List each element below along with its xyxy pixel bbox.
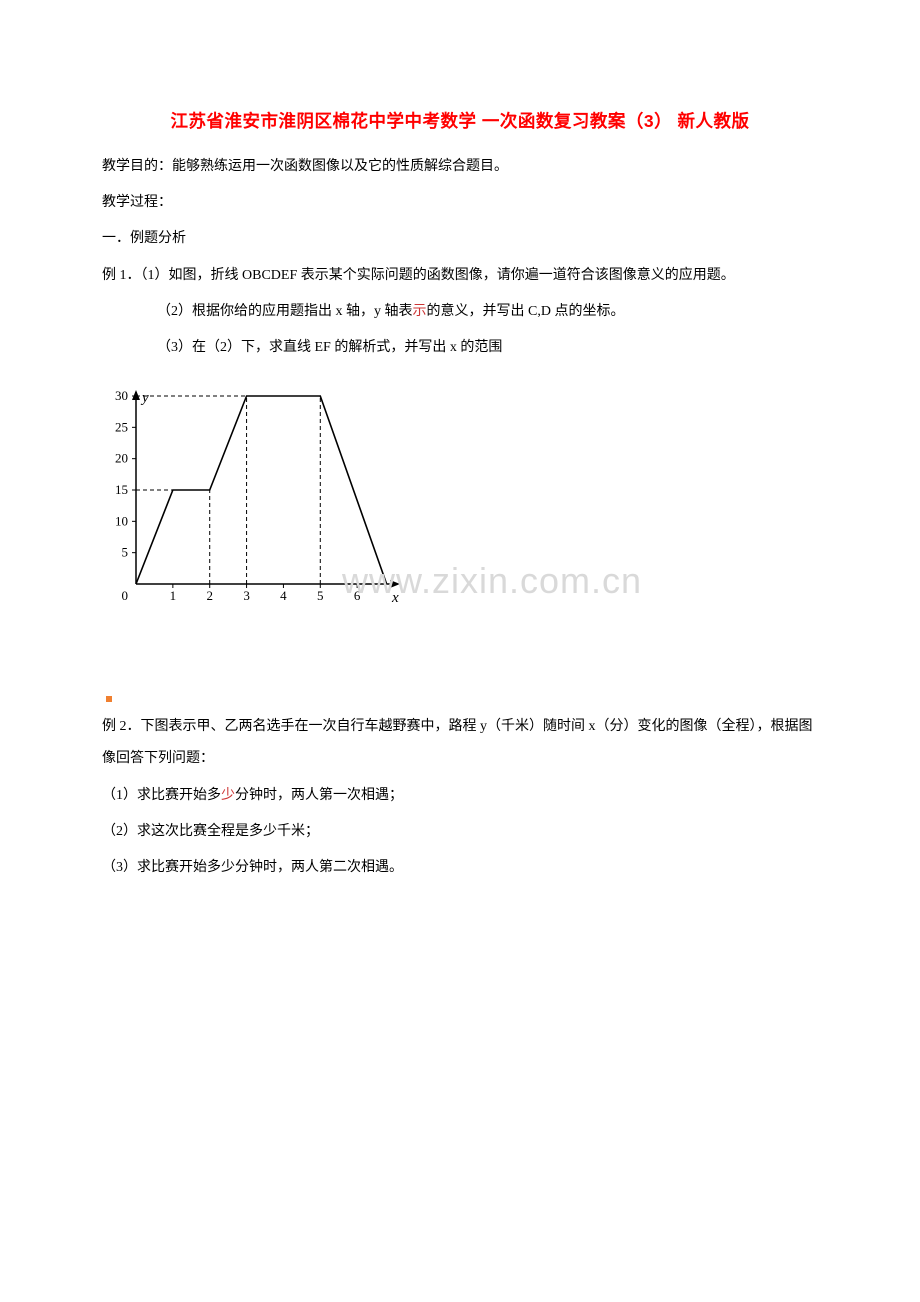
example2-q1: （1）求比赛开始多少分钟时，两人第一次相遇； [102,780,818,812]
svg-text:20: 20 [115,451,128,466]
example1-q3: （3）在（2）下，求直线 EF 的解析式，并写出 x 的范围 [102,332,818,364]
svg-text:x: x [391,590,399,606]
chart-container: 510152025300123456yx www.zixin.com.cn [102,382,818,612]
q2-pre: （2）根据你给的应用题指出 x 轴，y 轴表 [157,304,413,319]
page-title: 江苏省淮安市淮阴区棉花中学中考数学 一次函数复习教案（3） 新人教版 [102,108,818,133]
svg-text:25: 25 [115,419,128,434]
spacer [102,622,818,682]
svg-text:5: 5 [317,588,324,603]
chart-figure: 5 10 15 20 25 30 0 1 2 3 4 5 6 y x [102,382,402,612]
example2-intro: 例 2．下图表示甲、乙两名选手在一次自行车越野赛中，路程 y（千米）随时间 x（… [102,711,818,775]
svg-text:15: 15 [115,482,128,497]
example1-q2: （2）根据你给的应用题指出 x 轴，y 轴表示的意义，并写出 C,D 点的坐标。 [102,296,818,328]
section-heading: 一．例题分析 [102,223,818,255]
teaching-process: 教学过程： [102,187,818,219]
q2-post: 的意义，并写出 C,D 点的坐标。 [427,304,625,319]
ornament-dot [106,696,112,702]
q2-red: 示 [413,304,427,319]
q1-pre: （1）求比赛开始多 [102,788,221,803]
example2-q2: （2）求这次比赛全程是多少千米； [102,816,818,848]
svg-text:4: 4 [280,588,287,603]
svg-text:y: y [140,390,149,406]
example2-q3: （3）求比赛开始多少分钟时，两人第二次相遇。 [102,852,818,884]
example1-q1: 例 1．（1）如图，折线 OBCDEF 表示某个实际问题的函数图像，请你遍一道符… [102,260,818,292]
svg-text:0: 0 [122,588,129,603]
svg-text:3: 3 [243,588,250,603]
teaching-objective: 教学目的：能够熟练运用一次函数图像以及它的性质解综合题目。 [102,151,818,183]
svg-text:10: 10 [115,513,128,528]
svg-text:2: 2 [206,588,213,603]
q1-post: 分钟时，两人第一次相遇； [235,788,403,803]
q1-red: 少 [221,788,235,803]
svg-text:1: 1 [170,588,177,603]
svg-text:6: 6 [354,588,361,603]
svg-text:30: 30 [115,388,128,403]
svg-text:5: 5 [122,545,129,560]
